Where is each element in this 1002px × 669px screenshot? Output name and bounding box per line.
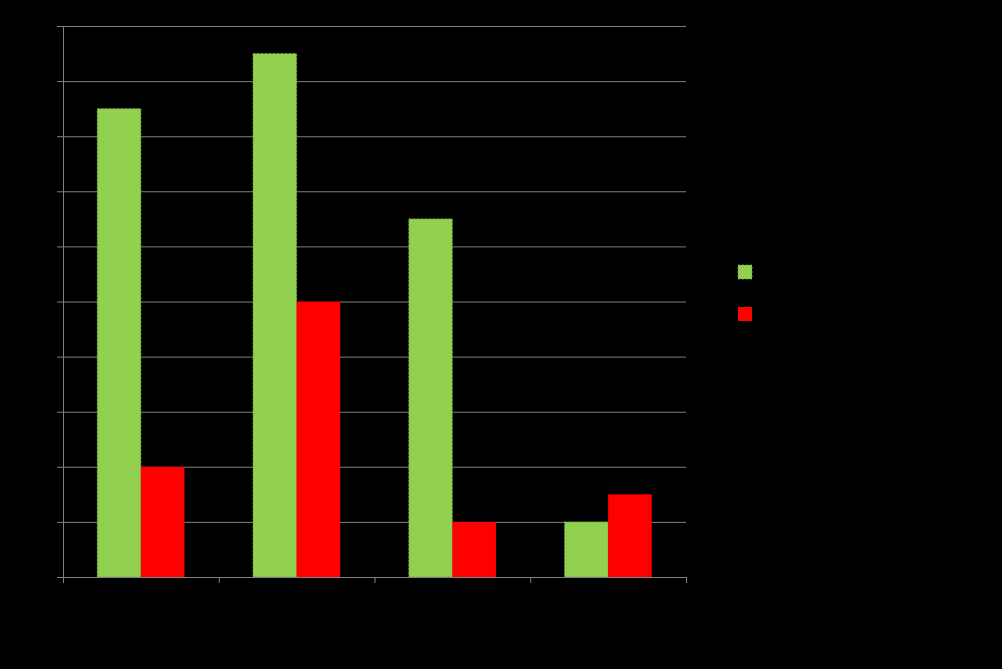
bar-series-1-cat-4 [564,521,609,578]
bar-series-1-cat-1 [96,108,142,578]
bar-series-2-cat-3 [452,521,496,577]
legend [737,264,753,321]
bar-series-1-cat-3 [408,218,453,578]
bar-series-2-cat-1 [140,466,185,577]
bar-series-2-cat-2 [296,301,341,577]
bar-series-2-cat-4 [608,494,652,577]
bar-series-1-cat-2 [252,53,298,578]
legend-swatch-series-1 [737,264,753,280]
axes [57,26,687,583]
bars [96,53,652,578]
gridlines [63,26,686,523]
legend-swatch-series-2 [738,307,752,321]
